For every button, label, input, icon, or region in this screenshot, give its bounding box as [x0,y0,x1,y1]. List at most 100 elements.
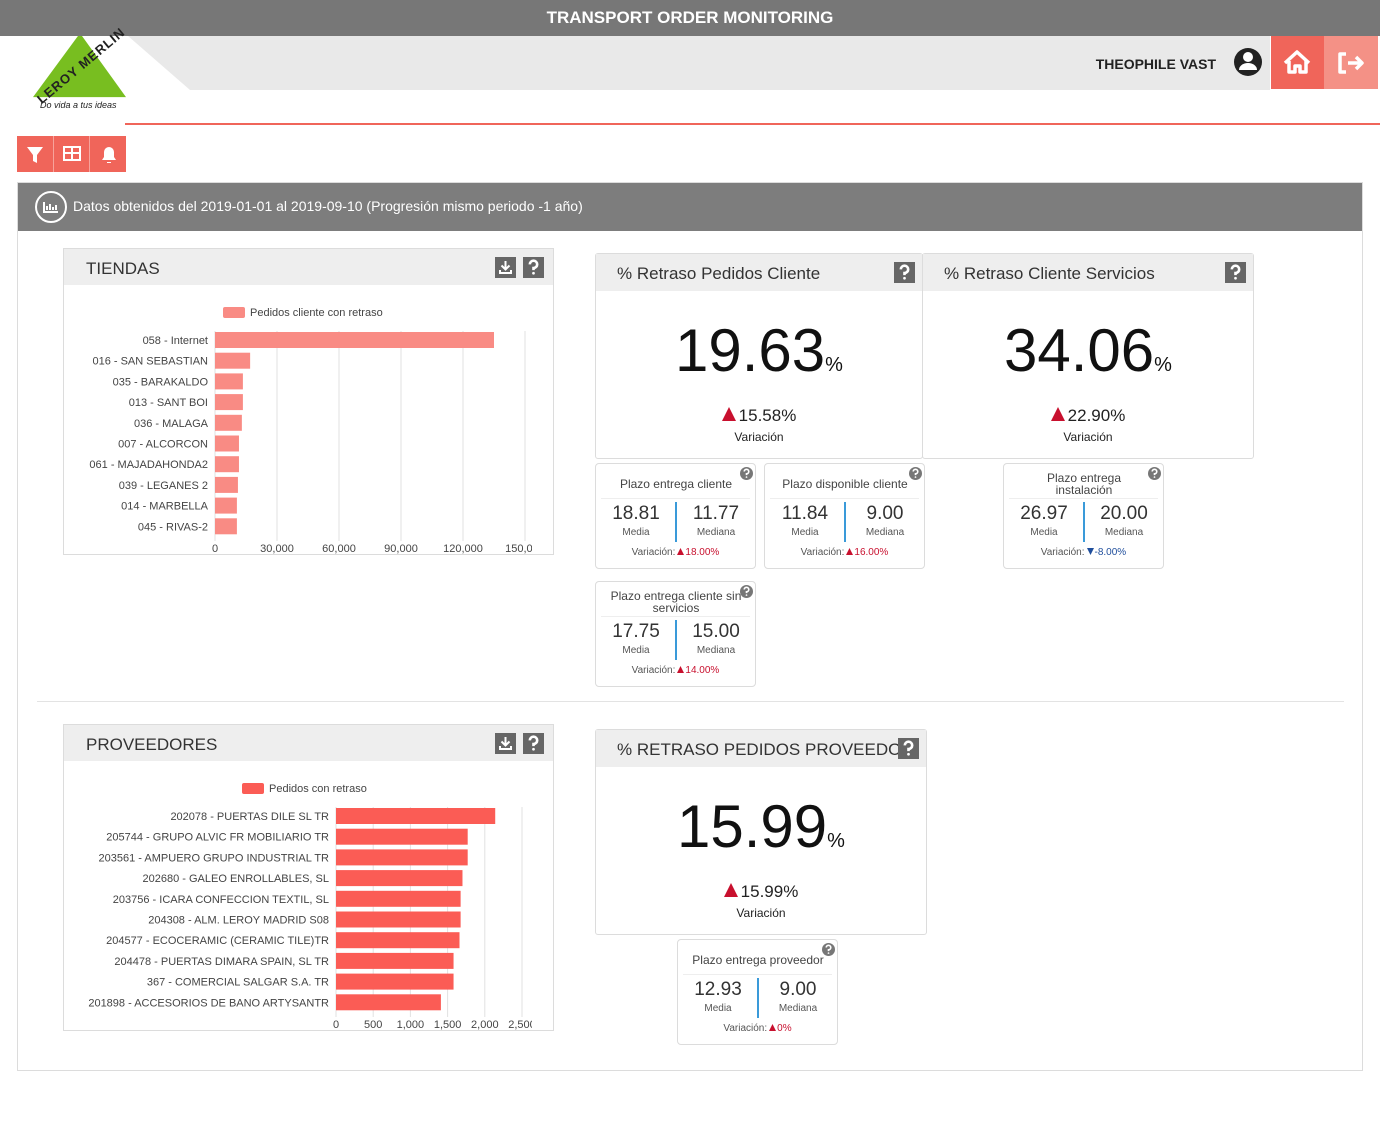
chart-panel: TIENDAS 0 30,000 60,000 90,000 120,000 150,000… [63,248,554,555]
bar [215,476,238,493]
kpi-unit: % [827,830,845,852]
trend-arrow [1050,407,1065,421]
detail-variation: 18.00% [685,547,720,558]
help-button[interactable] [898,738,919,759]
section-divider [37,701,1344,702]
alert-button[interactable] [102,147,116,163]
chart: 0 500 1,000 1,500 2,000 2,500 Pedidos con retr… [88,783,532,1031]
help-glyph [899,264,910,276]
help-dot [827,952,830,954]
help-glyph [912,468,919,476]
detail-variation-label: Variación: [1040,547,1085,558]
header-graphics [33,36,1380,125]
bar [336,870,463,887]
help-button[interactable] [1148,467,1161,480]
category-label: 035 - BARAKALDO [113,376,209,388]
legend-swatch [242,783,264,794]
detail-separator [1009,498,1158,499]
kpi-variation-label: Variación [734,430,784,444]
help-glyph [1151,468,1158,476]
home-button[interactable] [1271,36,1324,89]
trend-triangle [1086,548,1094,555]
legend-swatch [223,307,245,318]
download-glyph [499,737,512,750]
kpi-card: % RETRASO PEDIDOS PROVEEDOR 15.99% 15.99% V… [595,729,927,935]
kpi-value-row: 34.06% [923,316,1253,385]
detail-separator [683,974,832,975]
category-label: 201898 - ACCESORIOS DE BANO ARTYSANTR [88,997,329,1009]
x-tick-label: 500 [364,1019,382,1031]
kpi-value: 34.06 [1004,317,1155,384]
kpi-unit: % [825,354,843,376]
detail-media-label: Media [622,645,650,656]
detail-separator [601,616,750,617]
chart: 0 30,000 60,000 90,000 120,000 150,000 Pedidos… [89,307,532,555]
detail-mediana: 9.00 [779,979,817,1000]
kpi-value-row: 15.99% [596,792,926,861]
help-glyph [825,944,832,952]
x-tick-label: 0 [333,1019,339,1031]
trend-arrow [723,883,738,897]
detail-variation-label: Variación: [723,1023,768,1034]
help-dot [903,276,906,280]
detail-media: 18.81 [612,503,660,524]
header-band [128,36,1270,90]
period-icon [35,191,67,223]
trend-triangle [723,883,738,897]
bar [215,352,251,369]
logout-button[interactable] [1324,36,1378,89]
detail-variation: 14.00% [685,665,720,676]
category-label: 058 - Internet [143,335,208,347]
download-button[interactable] [495,733,516,754]
x-tick-label: 30,000 [260,543,294,555]
help-button[interactable] [740,585,753,598]
trend-triangle [769,1024,777,1031]
kpi-variation: 22.90% [1067,406,1126,425]
category-label: 204308 - ALM. LEROY MADRID S08 [148,915,329,927]
trend-triangle [677,666,685,673]
help-dot [745,476,748,478]
trend-arrow [769,1024,777,1031]
bar [215,435,239,452]
help-dot [907,752,910,756]
download-glyph [499,261,512,274]
detail-media: 12.93 [694,979,742,1000]
detail-media-label: Media [622,527,650,538]
help-button[interactable] [894,262,915,283]
chart-title: TIENDAS [86,259,160,278]
detail-divider [675,502,677,542]
help-button[interactable] [1225,262,1246,283]
detail-variation-row: Variación: 0% [678,1023,837,1034]
kpi-card-header: % RETRASO PEDIDOS PROVEEDOR [596,730,926,767]
category-label: 202078 - PUERTAS DILE SL TR [170,811,329,823]
filter-button[interactable] [27,147,43,163]
detail-mediana-label: Mediana [778,1003,818,1014]
kpi-variation-label: Variación [1063,430,1113,444]
help-button[interactable] [822,943,835,956]
help-dot [532,271,535,275]
download-button[interactable] [495,257,516,278]
category-label: 204478 - PUERTAS DIMARA SPAIN, SL TR [114,956,329,968]
table-icon-lines [64,147,80,160]
detail-variation: 0% [777,1023,792,1034]
detail-variation-label: Variación: [631,665,676,676]
x-tick-label: 120,000 [443,543,483,555]
help-button[interactable] [523,733,544,754]
kpi-variation-label: Variación [736,906,786,920]
detail-title: Plazo disponible cliente [782,477,908,491]
detail-divider [675,620,677,660]
help-button[interactable] [740,467,753,480]
category-label: 061 - MAJADAHONDA2 [89,459,208,471]
help-button[interactable] [523,257,544,278]
trend-triangle [721,407,736,421]
logo-slogan: Do vida a tus ideas [40,100,117,110]
detail-mediana: 20.00 [1100,503,1148,524]
kpi-unit: % [1154,354,1172,376]
detail-variation: -8.00% [1094,547,1127,558]
detail-title: Plazo entrega instalación [1046,471,1122,497]
chart-panel: PROVEEDORES 0 500 1,000 1,500 2,000 2,500 Pedid… [63,724,554,1031]
bar [336,849,468,866]
help-button[interactable] [909,467,922,480]
help-glyph [528,259,539,271]
help-glyph [528,735,539,747]
